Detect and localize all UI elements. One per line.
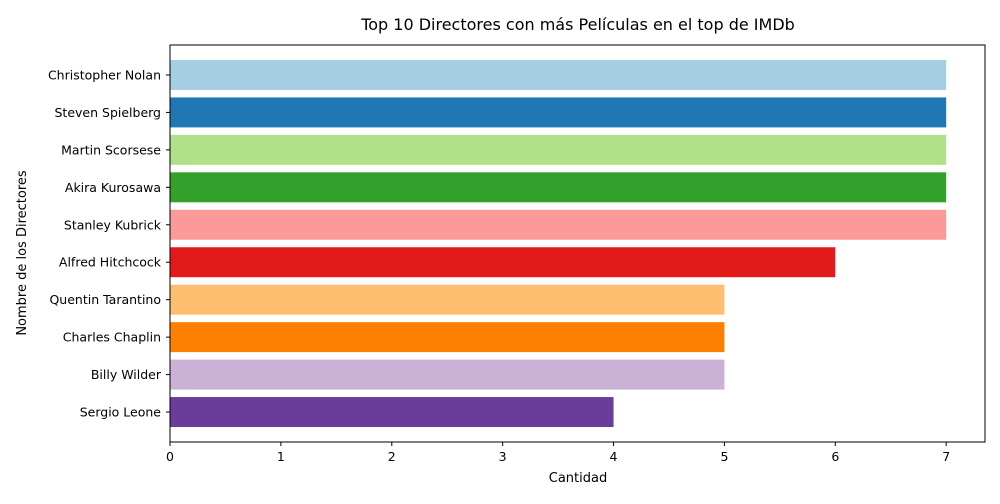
y-tick-label: Steven Spielberg <box>55 105 162 120</box>
y-tick-label: Alfred Hitchcock <box>59 255 162 270</box>
x-tick-label: 6 <box>831 449 839 464</box>
x-tick-label: 3 <box>499 449 507 464</box>
y-axis-ticks: Christopher Nolan Steven Spielberg Martin … <box>48 67 170 420</box>
bar-billy-wilder <box>170 359 725 390</box>
bar-martin-scorsese <box>170 134 947 165</box>
y-tick-label: Stanley Kubrick <box>64 217 162 232</box>
y-tick-label: Christopher Nolan <box>48 67 161 82</box>
bar-quentin-tarantino <box>170 284 725 315</box>
y-tick-label: Billy Wilder <box>91 367 162 382</box>
y-tick-label: Charles Chaplin <box>63 330 161 345</box>
bar-stanley-kubrick <box>170 209 947 240</box>
bar-alfred-hitchcock <box>170 247 836 278</box>
bar-sergio-leone <box>170 397 614 428</box>
y-tick-label: Sergio Leone <box>80 405 162 420</box>
x-axis-label: Cantidad <box>549 471 607 486</box>
x-tick-label: 4 <box>610 449 618 464</box>
x-tick-label: 1 <box>277 449 285 464</box>
y-axis-label: Nombre de los Directores <box>15 170 30 336</box>
x-tick-label: 5 <box>720 449 728 464</box>
axes-frame <box>169 44 986 443</box>
y-tick-label: Martin Scorsese <box>61 142 161 157</box>
plot-frame <box>169 44 986 443</box>
x-tick-label: 2 <box>388 449 396 464</box>
x-tick-label: 0 <box>166 449 174 464</box>
x-tick-label: 7 <box>942 449 950 464</box>
x-axis-ticks: 0 1 2 3 4 5 6 7 <box>166 442 950 464</box>
bar-steven-spielberg <box>170 97 947 128</box>
y-tick-label: Quentin Tarantino <box>49 292 161 307</box>
bar-christopher-nolan <box>170 59 947 90</box>
bar-akira-kurosawa <box>170 172 947 203</box>
bar-charles-chaplin <box>170 322 725 353</box>
bars-group <box>170 59 947 428</box>
chart-title: Top 10 Directores con más Películas en e… <box>360 15 795 34</box>
y-tick-label: Akira Kurosawa <box>65 180 161 195</box>
